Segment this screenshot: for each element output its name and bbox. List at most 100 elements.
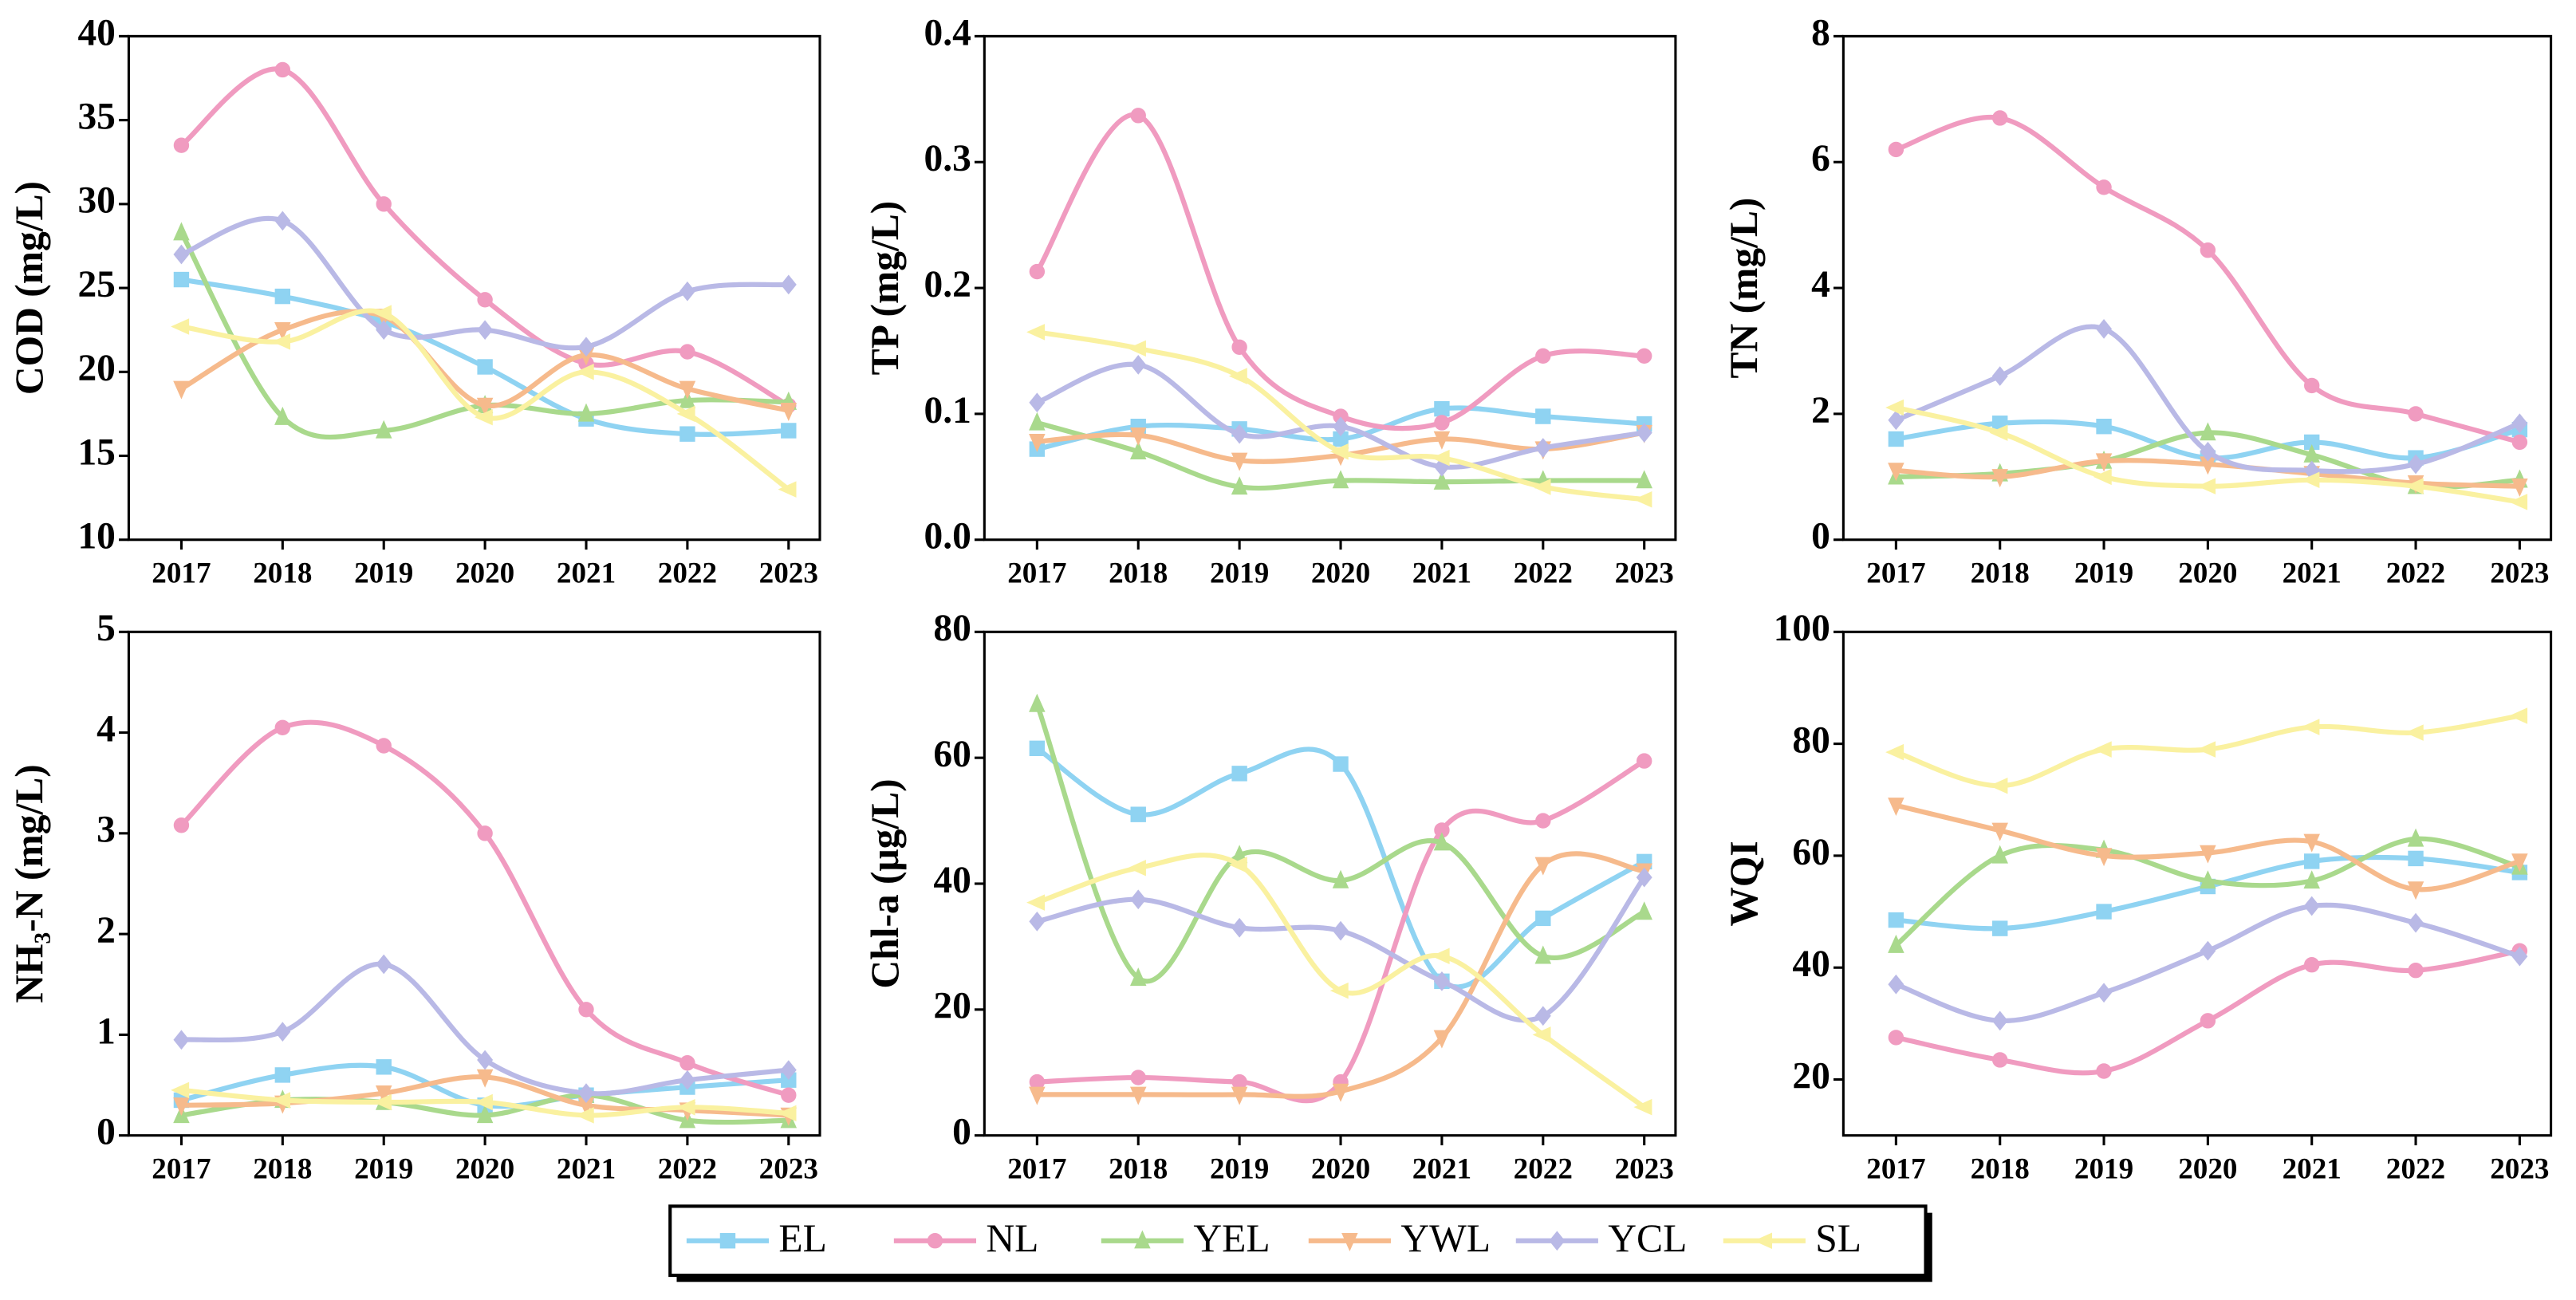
marker — [2301, 719, 2320, 735]
x-tick-label: 2020 — [455, 1153, 514, 1186]
x-tick-label: 2021 — [1412, 557, 1471, 590]
marker — [1888, 912, 1904, 928]
marker — [1991, 822, 2008, 841]
marker — [1431, 449, 1450, 467]
marker — [679, 344, 695, 360]
marker — [2096, 419, 2112, 435]
marker — [376, 196, 392, 212]
x-tick-label: 2018 — [1109, 1153, 1168, 1186]
marker — [1329, 982, 1349, 999]
marker — [2303, 896, 2320, 916]
series-line — [1895, 114, 2521, 445]
x-tick-label: 2020 — [1311, 1153, 1370, 1186]
marker — [1534, 438, 1551, 458]
marker — [1029, 693, 1046, 712]
marker — [1532, 1026, 1551, 1043]
marker — [1231, 339, 1247, 355]
x-tick-label: 2023 — [2490, 1153, 2549, 1186]
marker — [1534, 945, 1552, 964]
plot-frame — [983, 630, 1677, 1137]
marker — [1029, 263, 1046, 280]
marker — [1029, 740, 1046, 757]
plot-frame — [1841, 630, 2553, 1137]
marker — [1127, 860, 1146, 877]
x-tick-label: 2017 — [1866, 557, 1925, 590]
marker — [2407, 828, 2424, 847]
marker — [477, 320, 494, 341]
marker — [1029, 911, 1046, 932]
y-tick-label: 0.1 — [924, 390, 971, 431]
x-tick-label: 2022 — [658, 1153, 717, 1186]
marker — [780, 1060, 797, 1080]
legend-label: YEL — [1193, 1216, 1270, 1260]
marker — [1333, 756, 1349, 772]
marker — [1433, 1030, 1451, 1049]
marker — [1332, 470, 1349, 489]
marker — [1633, 1098, 1652, 1116]
x-tick-label: 2022 — [1514, 557, 1573, 590]
marker — [1228, 368, 1247, 384]
marker — [372, 1093, 392, 1111]
marker — [2408, 454, 2424, 475]
marker — [2511, 946, 2528, 967]
marker — [2408, 963, 2424, 979]
marker — [1029, 412, 1046, 431]
marker — [2405, 478, 2424, 494]
legend-label: YWL — [1400, 1216, 1491, 1260]
y-tick-label: 35 — [77, 97, 115, 138]
marker — [1989, 424, 2008, 441]
y-tick-label: 0 — [952, 1112, 971, 1153]
x-tick-label: 2021 — [2283, 1153, 2342, 1186]
legend-label: YCL — [1608, 1216, 1687, 1260]
y-axis-label: WQI — [1722, 841, 1766, 926]
marker — [274, 211, 291, 231]
y-tick-label: 40 — [77, 12, 115, 53]
marker — [2304, 377, 2320, 394]
marker — [679, 389, 696, 408]
marker — [927, 1233, 943, 1249]
marker — [1026, 894, 1046, 911]
marker — [274, 61, 291, 78]
marker — [1532, 479, 1551, 495]
y-tick-label: 20 — [77, 348, 115, 389]
y-tick-label: 15 — [77, 431, 115, 473]
marker — [679, 281, 695, 301]
marker — [2407, 881, 2424, 900]
marker — [1991, 845, 2008, 864]
marker — [679, 1070, 695, 1090]
y-tick-label: 30 — [77, 180, 115, 222]
marker — [575, 1107, 594, 1124]
marker — [2200, 845, 2216, 864]
marker — [2096, 983, 2113, 1003]
marker — [1231, 917, 1248, 938]
x-tick-label: 2017 — [152, 1153, 211, 1186]
marker — [1888, 934, 1904, 953]
marker — [173, 271, 190, 288]
x-tick-label: 2018 — [1109, 557, 1168, 590]
marker — [1535, 408, 1551, 424]
marker — [274, 288, 291, 305]
x-tick-label: 2018 — [253, 557, 312, 590]
marker — [2096, 1063, 2112, 1079]
x-tick-label: 2018 — [253, 1153, 312, 1186]
marker — [476, 1105, 494, 1124]
marker — [2095, 453, 2113, 472]
marker — [2096, 904, 2112, 920]
x-tick-label: 2020 — [1311, 557, 1370, 590]
marker — [2511, 478, 2528, 497]
marker — [1888, 410, 1904, 431]
marker — [474, 1093, 493, 1111]
x-tick-label: 2023 — [759, 557, 818, 590]
marker — [1434, 415, 1450, 431]
y-tick-label: 0.2 — [924, 264, 971, 305]
marker — [2200, 870, 2216, 889]
marker — [2509, 494, 2528, 510]
y-tick-label: 20 — [933, 986, 971, 1027]
marker — [781, 1087, 797, 1103]
y-tick-label: 6 — [1811, 138, 1830, 179]
marker — [272, 1092, 291, 1109]
marker — [1026, 324, 1046, 341]
marker — [376, 1059, 392, 1075]
marker — [173, 137, 190, 153]
